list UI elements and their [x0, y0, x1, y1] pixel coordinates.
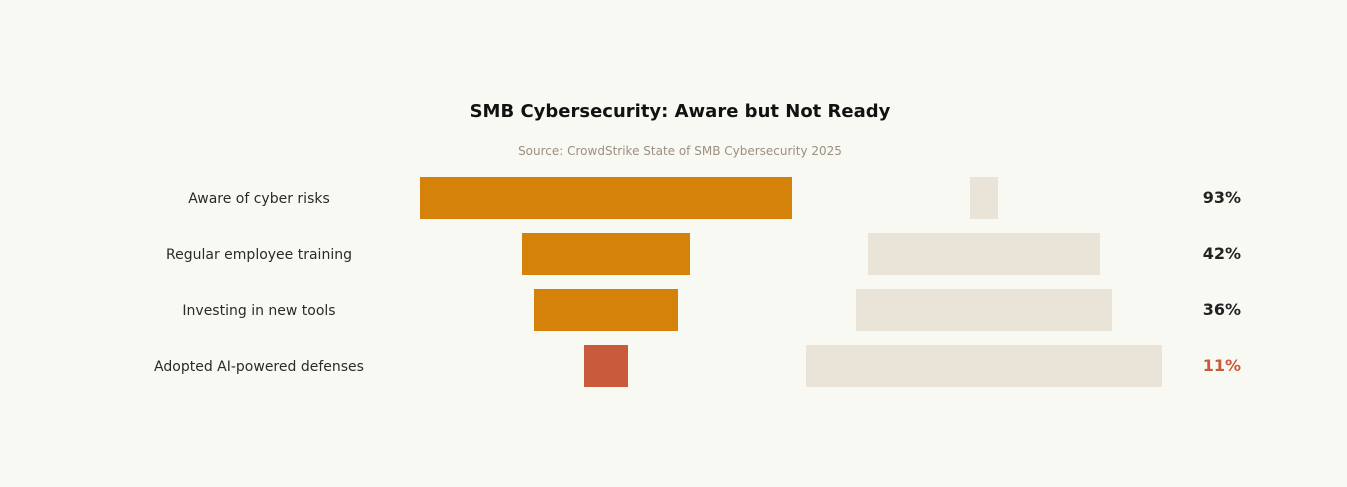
category-label: Adopted AI-powered defenses [154, 359, 364, 375]
value-label: 36% [1203, 300, 1241, 319]
value-label: 42% [1203, 244, 1241, 263]
remainder-bar [856, 289, 1112, 331]
category-label: Regular employee training [166, 247, 352, 263]
chart-rows: Aware of cyber risks 93% Regular employee … [154, 177, 1241, 387]
primary-bar [522, 233, 690, 275]
primary-bar [534, 289, 678, 331]
chart-row: Regular employee training 42% [166, 233, 1241, 275]
chart-row: Adopted AI-powered defenses 11% [154, 345, 1241, 387]
chart-subtitle: Source: CrowdStrike State of SMB Cyberse… [518, 144, 842, 158]
chart-row: Investing in new tools 36% [182, 289, 1241, 331]
primary-bar [420, 177, 792, 219]
remainder-bar [868, 233, 1100, 275]
category-label: Investing in new tools [182, 303, 335, 319]
category-label: Aware of cyber risks [188, 191, 330, 207]
remainder-bar [806, 345, 1162, 387]
chart-row: Aware of cyber risks 93% [188, 177, 1241, 219]
chart-title: SMB Cybersecurity: Aware but Not Ready [470, 101, 891, 122]
remainder-bar [970, 177, 998, 219]
value-label: 93% [1203, 188, 1241, 207]
primary-bar [584, 345, 628, 387]
value-label: 11% [1203, 356, 1241, 375]
